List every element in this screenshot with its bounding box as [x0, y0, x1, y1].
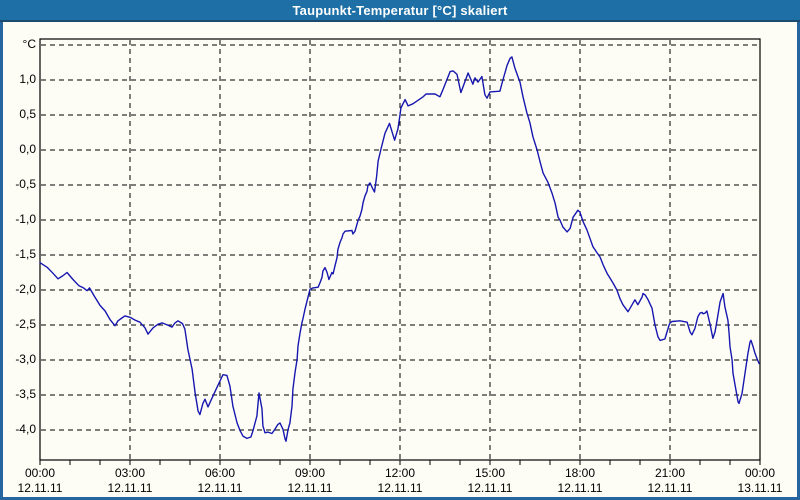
x-axis-time-label: 03:00 [114, 466, 146, 480]
window-title-bar: Taupunkt-Temperatur [°C] skaliert [0, 0, 800, 20]
temperature-line [39, 56, 760, 442]
x-axis-time-label: 18:00 [564, 466, 596, 480]
y-axis-tick-label: °C [22, 37, 36, 51]
x-axis-time-label: 00:00 [24, 466, 56, 480]
x-axis-time-label: 12:00 [384, 466, 416, 480]
x-axis-date-label: 12.11.11 [197, 481, 243, 495]
x-axis-date-label: 12.11.11 [377, 481, 423, 495]
y-axis-tick-label: -3,5 [15, 387, 36, 401]
x-axis-time-label: 09:00 [294, 466, 326, 480]
plot-frame [39, 38, 761, 461]
x-axis-date-label: 12.11.11 [107, 481, 153, 495]
title-bar-bottom-edge [0, 20, 800, 22]
y-axis-tick-label: 1,0 [19, 72, 36, 86]
x-axis-time-label: 00:00 [744, 466, 776, 480]
window-title: Taupunkt-Temperatur [°C] skaliert [292, 2, 508, 18]
x-axis-date-label: 12.11.11 [647, 481, 693, 495]
y-axis-tick-label: -2,5 [15, 317, 36, 331]
y-axis-tick-label: -2,0 [15, 282, 36, 296]
window-border-bottom [0, 497, 800, 500]
x-axis-time-label: 15:00 [474, 466, 506, 480]
y-axis-tick-label: -0,5 [15, 177, 36, 191]
y-axis-tick-label: 0,5 [19, 107, 36, 121]
y-axis-tick-label: -1,0 [15, 212, 36, 226]
x-axis-date-label: 12.11.11 [557, 481, 603, 495]
x-axis-date-label: 12.11.11 [467, 481, 513, 495]
y-axis-tick-label: -3,0 [15, 352, 36, 366]
y-axis-tick-label: -1,5 [15, 247, 36, 261]
x-axis-date-label: 12.11.11 [287, 481, 333, 495]
y-axis-tick-label: -4,0 [15, 422, 36, 436]
window-border-right [797, 22, 800, 500]
x-axis-time-label: 21:00 [654, 466, 686, 480]
window-border-left [0, 22, 3, 500]
x-axis-date-label: 12.11.11 [17, 481, 63, 495]
x-axis-date-label: 13.11.11 [737, 481, 783, 495]
x-axis-time-label: 06:00 [204, 466, 236, 480]
y-axis-tick-label: 0,0 [19, 142, 36, 156]
